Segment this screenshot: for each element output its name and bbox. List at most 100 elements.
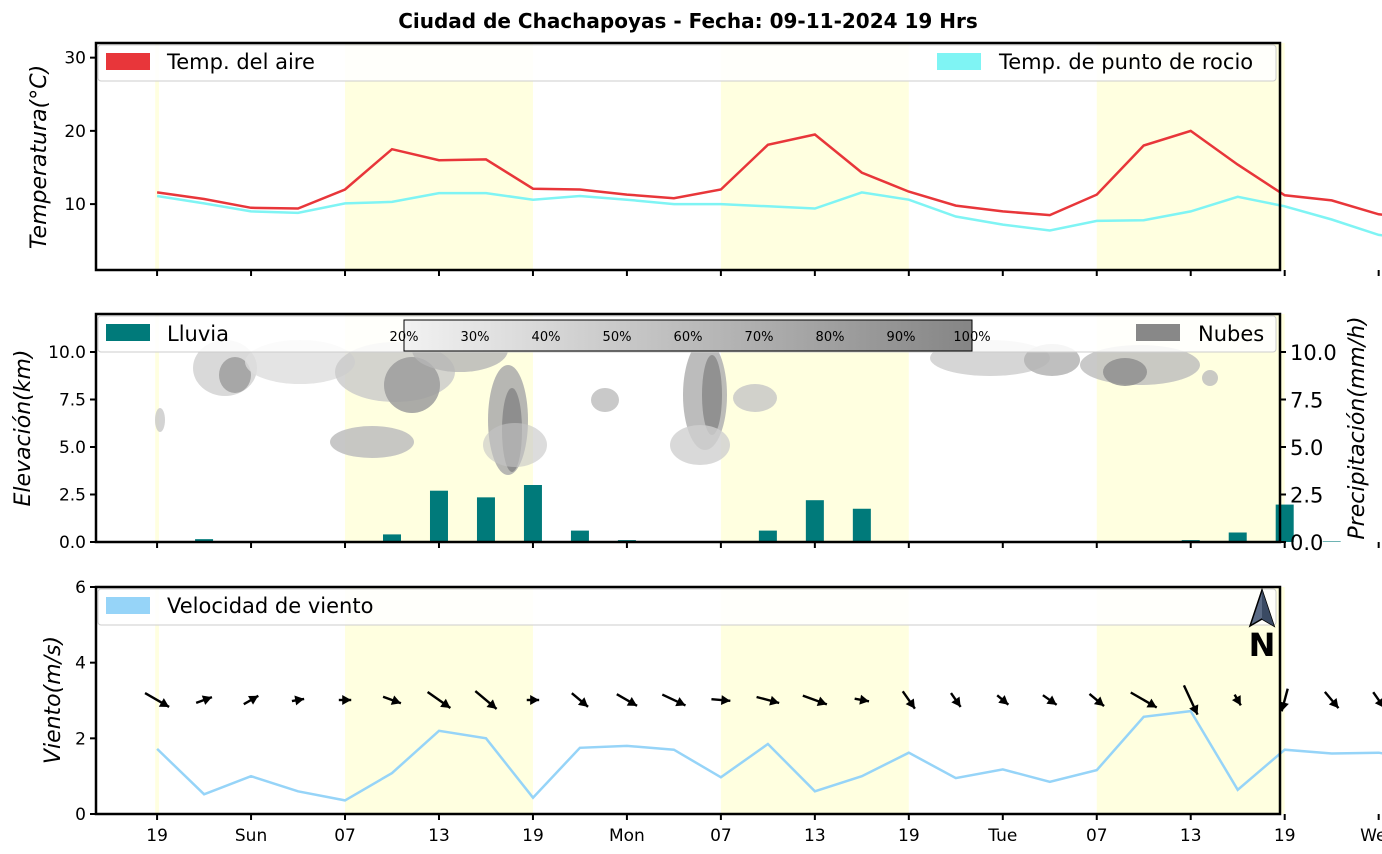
wind-y-tick-label: 0 [75, 805, 86, 825]
wind-arrow [1042, 694, 1058, 706]
cloud-blob [1202, 370, 1218, 386]
wind-arrow-head [201, 695, 212, 705]
cloud-colorbar-label: 50% [603, 330, 632, 345]
wind-arrow [1372, 691, 1382, 707]
wind-arrow [950, 692, 962, 708]
temperature-y-axis-label: Temperatura(°C) [27, 65, 52, 249]
rain-bar [758, 530, 777, 542]
cloud-blob [1103, 358, 1147, 386]
wind-arrow-head [530, 695, 540, 705]
wind-arrow-head [1374, 698, 1382, 707]
wind-arrow [711, 695, 731, 706]
x-tick-label: 07 [1086, 826, 1108, 846]
wind-speed-line [156, 709, 1382, 802]
cloud-blob [733, 384, 777, 412]
wind-legend: Velocidad de viento [97, 588, 1277, 626]
temperature-legend: Temp. del aire Temp. de punto de rocio [97, 44, 1277, 82]
cloud-colorbar-label: 70% [745, 330, 774, 345]
elevation-y-tick-label: 5.0 [59, 438, 86, 458]
rain-bar [429, 490, 448, 542]
wind-arrow-head [816, 696, 827, 706]
cloud-colorbar-label: 90% [887, 330, 916, 345]
cloud-colorbar-label: 30% [461, 330, 490, 345]
wind-y-axis-label: Viento(m/s) [41, 636, 66, 764]
wind-arrow [195, 695, 213, 705]
wind-arrow [338, 695, 352, 705]
wind-arrow-head [248, 695, 259, 705]
wind-arrow-head [626, 697, 638, 706]
wind-arrow [1130, 691, 1158, 709]
cloud-colorbar-label: 60% [674, 330, 703, 345]
rain-bar [1322, 541, 1341, 542]
x-tick-label: 19 [522, 826, 544, 846]
cloud-colorbar-label: 100% [953, 330, 990, 345]
cloud-blob [483, 423, 547, 467]
wind-y-tick-label: 2 [75, 729, 86, 749]
cloud-cover-contours [155, 328, 1218, 475]
precipitation-y-axis-label: Precipitación(mm/h) [1345, 316, 1370, 539]
wind-arrow-shaft [1372, 691, 1382, 707]
legend-air-label: Temp. del aire [166, 50, 315, 74]
wind-direction-arrows [144, 684, 1382, 716]
legend-air-swatch [106, 53, 150, 70]
wind-arrow-head [1189, 704, 1199, 715]
wind-arrow [996, 694, 1010, 706]
wind-arrow [854, 694, 870, 705]
wind-y-tick-label: 6 [75, 578, 86, 598]
precipitation-y-tick-label: 2.5 [1290, 484, 1323, 508]
daytime-bands [155, 43, 1285, 814]
rain-bar [383, 534, 401, 542]
elevation-y-tick-label: 7.5 [59, 391, 86, 411]
wind-arrow [661, 693, 687, 707]
clouds-axes-frame [94, 312, 1282, 544]
wind-arrow [616, 693, 638, 707]
rain-bar [852, 508, 871, 542]
x-tick-label: 07 [334, 826, 356, 846]
legend-rain-label: Lluvia [167, 322, 229, 346]
x-tick-label: 13 [428, 826, 450, 846]
legend-dew-label: Temp. de punto de rocio [998, 50, 1253, 74]
wind-arrow-head [1231, 695, 1241, 706]
x-tick-label: Wed [1360, 826, 1382, 846]
wind-arrow-head [1093, 696, 1105, 707]
cloud-blob [330, 426, 414, 458]
wind-arrow [802, 694, 828, 706]
x-tick-label: 07 [710, 826, 732, 846]
wind-arrow-head [342, 695, 352, 705]
chart-title: Ciudad de Chachapoyas - Fecha: 09-11-202… [398, 9, 978, 33]
wind-arrow-head [1328, 698, 1339, 709]
wind-arrow [901, 690, 916, 710]
cloud-blob [155, 408, 165, 432]
wind-arrow-head [1146, 698, 1157, 708]
precipitation-y-tick-label: 7.5 [1290, 389, 1323, 413]
wind-arrow-head [158, 698, 170, 707]
wind-arrow-head [998, 695, 1009, 705]
cloud-colorbar-label: 80% [816, 330, 845, 345]
wind-arrow-head [769, 695, 780, 706]
precipitation-y-tick-label: 5.0 [1290, 436, 1323, 460]
wind-arrow [571, 692, 589, 708]
temperature-y-tick-label: 20 [64, 122, 86, 142]
wind-arrow [1323, 691, 1340, 709]
rain-bar [1228, 532, 1247, 542]
wind-arrow-head [294, 695, 305, 706]
legend-cloud-swatch [1136, 324, 1180, 341]
x-tick-label: 19 [898, 826, 920, 846]
legend-wind-swatch [106, 597, 150, 614]
cloud-blob [670, 425, 730, 465]
legend-dew-swatch [937, 53, 981, 70]
elevation-y-tick-label: 2.5 [59, 486, 86, 506]
wind-arrow [526, 695, 540, 705]
legend-rain-swatch [106, 324, 150, 341]
cloud-blob [591, 388, 619, 412]
dew-point-line [156, 191, 1382, 237]
rain-bar [523, 485, 542, 542]
wind-y-tick-label: 4 [75, 654, 86, 674]
precipitation-y-tick-label: 0.0 [1290, 531, 1323, 555]
wind-arrow [1279, 688, 1289, 712]
wind-arrow [243, 694, 259, 706]
wind-arrow-head [1046, 695, 1057, 705]
wind-arrow-head [951, 696, 961, 707]
temperature-panel: 10 20 30 Temperatura(°C) Temp. del aire Te… [27, 41, 1382, 276]
